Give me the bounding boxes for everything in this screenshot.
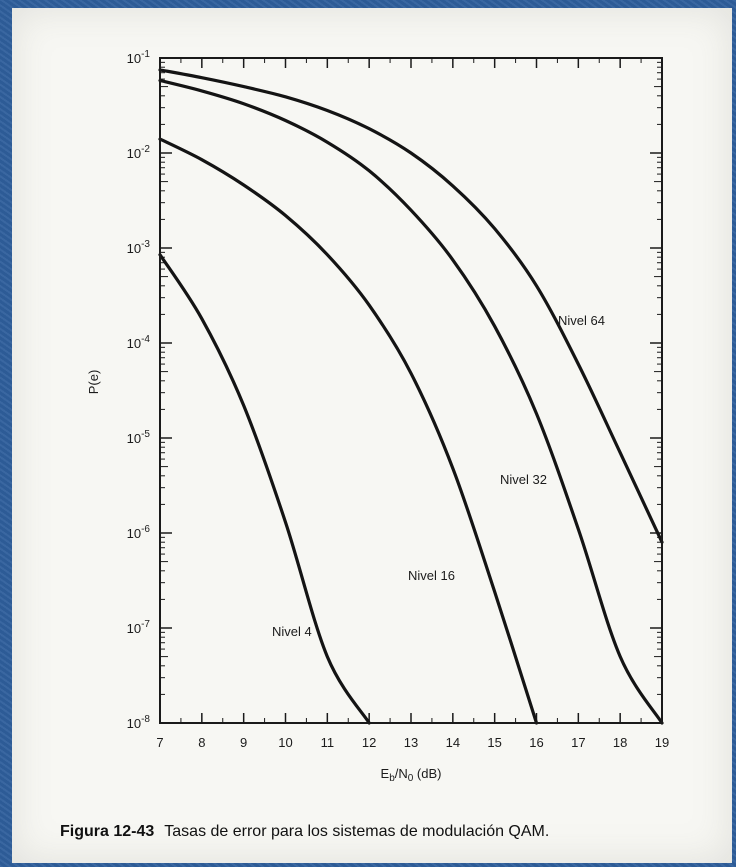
x-tick-label: 7	[156, 735, 163, 750]
curve-nivel-16	[158, 137, 539, 725]
x-tick-label: 9	[240, 735, 247, 750]
curve-nivel-4	[158, 253, 371, 725]
figure-caption-text: Tasas de error para los sistemas de modu…	[164, 823, 550, 840]
y-axis-label: P(e)	[86, 370, 101, 395]
y-tick-label: 10-6	[127, 524, 151, 541]
x-tick-label: 15	[487, 735, 501, 750]
x-tick-label: 8	[198, 735, 205, 750]
x-tick-label: 17	[571, 735, 585, 750]
plot-frame	[159, 57, 663, 724]
x-tick-label: 13	[404, 735, 418, 750]
x-tick-label: 14	[446, 735, 460, 750]
series-labels: Nivel 4 Nivel 16 Nivel 32 Nivel 64	[272, 313, 605, 639]
x-tick-label: 10	[278, 735, 292, 750]
x-tick-label: 18	[613, 735, 627, 750]
x-tick-label: 19	[655, 735, 669, 750]
y-tick-labels: 10-1 10-2 10-3 10-4 10-5 10-6 10-7 10-8	[127, 49, 151, 731]
y-tick-label: 10-1	[127, 49, 151, 66]
series-label: Nivel 64	[558, 313, 605, 328]
curve-nivel-64	[158, 68, 664, 544]
y-tick-label: 10-4	[127, 334, 151, 351]
y-tick-label: 10-2	[127, 144, 151, 161]
y-tick-label: 10-7	[127, 619, 151, 636]
x-tick-labels: 7 8 9 10 11 12 13 14 15 16 17 18 19	[156, 735, 669, 750]
axis-ticks	[159, 57, 663, 724]
x-axis-label: Eb/N0 (dB)	[381, 766, 442, 784]
curves	[158, 68, 664, 725]
y-tick-label: 10-3	[127, 239, 151, 256]
y-tick-label: 10-5	[127, 429, 151, 446]
series-label: Nivel 16	[408, 568, 455, 583]
curve-nivel-32	[158, 78, 664, 725]
figure-number: Figura 12-43	[60, 823, 155, 840]
x-tick-label: 12	[362, 735, 376, 750]
figure-caption: Figura 12-43 Tasas de error para los sist…	[60, 823, 720, 841]
x-tick-label: 16	[529, 735, 543, 750]
series-label: Nivel 4	[272, 624, 312, 639]
y-tick-label: 10-8	[127, 714, 151, 731]
x-tick-label: 11	[321, 735, 335, 750]
series-label: Nivel 32	[500, 472, 547, 487]
